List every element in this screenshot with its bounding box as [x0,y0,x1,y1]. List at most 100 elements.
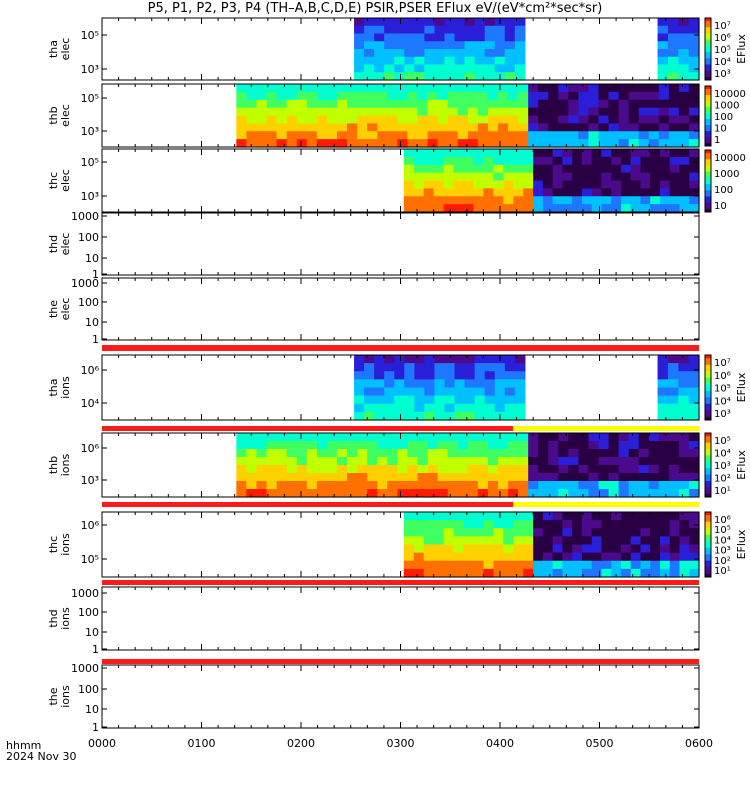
spectrogram-cell [377,433,388,442]
y-tick-label: 10³ [81,474,99,487]
colorbar-swatch [705,28,711,31]
spectrogram-cell [453,180,465,189]
spectrogram-cell [453,164,465,174]
spectrogram-cell [558,489,569,498]
spectrogram-cell [581,512,593,521]
spectrogram-cell [542,156,554,166]
spectrogram-cell [628,131,640,140]
colorbar-tick-label: 10⁵ [714,45,731,56]
spectrogram-cell [528,457,539,466]
spectrogram-cell [467,123,479,132]
spectrogram-cell [387,473,398,482]
spectrogram-cell [508,449,519,458]
spectrogram-cell [658,449,670,458]
spectrogram-cell [364,395,375,405]
spectrogram-cell [306,107,318,117]
spectrogram-cell [487,139,499,148]
spectrogram-cell [367,457,378,466]
spectrogram-cell [414,387,425,397]
spectrogram-cell [581,188,593,197]
spectrogram-cell [357,441,368,450]
colorbar-swatch [705,66,711,69]
spectrogram-cell [453,204,465,213]
spectrogram-cell [394,355,405,364]
spectrogram-cell [669,544,681,554]
spectrogram-cell [572,188,583,197]
spectrogram-cell [578,84,590,93]
spectrogram-cell [266,107,278,117]
spectrogram-cell [608,473,620,482]
spectrogram-cell [648,481,660,490]
spectrogram-cell [568,449,580,458]
spectrogram-cell [598,441,610,450]
spectrogram-cell [611,156,622,166]
spectrogram-cell [648,107,660,117]
spectrogram-cell [326,441,338,450]
spectrogram-cell [367,465,378,474]
spectrogram-cell [387,481,398,490]
spectrogram-cell [618,139,630,148]
spectrogram-cell [246,115,258,124]
spectrogram-cell [457,139,469,148]
y-tick-label: 10⁶ [81,442,100,455]
spectrogram-cell [667,379,679,389]
colorbar-swatch [705,162,711,165]
spectrogram-cell [336,449,348,458]
spectrogram-cell [689,552,700,562]
spectrogram-cell [513,552,524,562]
spectrogram-cell [504,18,516,27]
spectrogram-cell [552,552,564,562]
spectrogram-cell [630,552,642,562]
colorbar-tick-label: 10⁶ [714,371,731,382]
spectrogram-cell [434,379,446,389]
spectrogram-cell [316,441,328,450]
spectrogram-cell [533,528,544,537]
colorbar-swatch [705,190,711,193]
spectrogram-cell [504,411,516,421]
spectrogram-cell [669,156,681,166]
spectrogram-cell [484,395,496,405]
spectrogram-cell [581,196,593,205]
spectrogram-cell [508,91,519,101]
spectrogram-cell [503,164,514,174]
spectrogram-cell [347,473,358,482]
spectrogram-cell [503,149,514,158]
colorbar-swatch [705,528,711,531]
spectrogram-cell [528,441,539,450]
panel-ylabel: elec [59,169,72,192]
spectrogram-cell [434,49,446,58]
spectrogram-cell [528,91,539,101]
spectrogram-cell [437,107,449,117]
spectrogram-cell [659,156,671,166]
colorbar-swatch [705,371,711,374]
spectrogram-cell [336,84,348,93]
spectrogram-cell [657,355,669,364]
spectrogram-cell [628,465,640,474]
spectrogram-cell [493,172,504,182]
spectrogram-cell [453,172,465,182]
colorbar-swatch [705,21,711,24]
spectrogram-cell [659,204,671,213]
spectrogram-cell [403,164,415,174]
spectrogram-cell [591,520,603,529]
colorbar-tick-label: 10⁴ [714,57,731,68]
spectrogram-cell [427,131,439,140]
colorbar-swatch [705,19,711,22]
spectrogram-cell [256,441,268,450]
spectrogram-cell [347,84,358,93]
colorbar-swatch [705,395,711,398]
spectrogram-cell [620,180,632,189]
spectrogram-cell [407,99,419,109]
spectrogram-cell [558,123,569,132]
spectrogram-cell [347,107,358,117]
spectrogram-cell [689,568,700,578]
spectrogram-cell [628,123,640,132]
spectrogram-cell [669,536,681,546]
spectrogram-cell [387,99,398,109]
spectrogram-cell [477,131,489,140]
spectrogram-cell [394,64,405,73]
spectrogram-cell [552,560,564,570]
spectrogram-cell [688,395,700,405]
colorbar-swatch [705,410,711,413]
spectrogram-cell [668,139,680,148]
